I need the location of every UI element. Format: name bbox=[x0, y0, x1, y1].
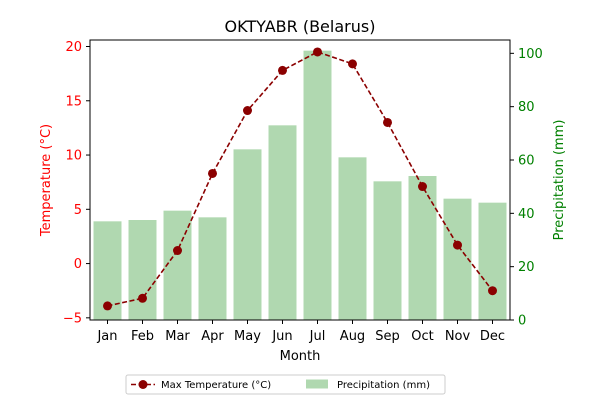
temperature-point bbox=[278, 65, 287, 75]
y-axis-left-label: Temperature (°C) bbox=[39, 124, 54, 237]
temperature-point bbox=[488, 286, 497, 296]
legend-frame bbox=[125, 374, 446, 395]
plot-area bbox=[89, 39, 511, 321]
precipitation-bar bbox=[443, 198, 472, 320]
x-axis: Jan Feb Mar Apr May Jun Jul Aug Sep Oct Nov Dec bbox=[96, 320, 505, 344]
precipitation-bar bbox=[128, 220, 157, 320]
y-left-tick-label: 10 bbox=[65, 149, 82, 164]
precipitation-bar bbox=[233, 149, 262, 320]
temperature-point bbox=[243, 106, 252, 116]
y-right-tick-label: 80 bbox=[518, 100, 535, 115]
precipitation-bar bbox=[303, 50, 332, 321]
temperature-point bbox=[313, 47, 322, 57]
x-tick-label: Mar bbox=[165, 329, 190, 344]
precipitation-bar bbox=[268, 125, 297, 320]
precipitation-bar bbox=[478, 202, 507, 320]
legend-label-temperature: Max Temperature (°C) bbox=[161, 380, 271, 391]
x-tick-label: Jan bbox=[96, 329, 117, 344]
legend-line-marker bbox=[138, 380, 148, 389]
x-tick-label: Nov bbox=[445, 329, 471, 344]
y-axis-right: 0 20 40 60 80 100 bbox=[510, 47, 543, 329]
precipitation-bar bbox=[198, 217, 227, 320]
y-right-tick-label: 20 bbox=[518, 260, 535, 275]
legend-label-precipitation: Precipitation (mm) bbox=[337, 380, 430, 391]
legend-bar-swatch bbox=[306, 379, 328, 389]
precipitation-bar bbox=[408, 176, 437, 320]
legend: Max Temperature (°C) Precipitation (mm) bbox=[125, 374, 446, 395]
plot-frame bbox=[89, 39, 511, 321]
x-axis-label: Month bbox=[280, 349, 321, 364]
temperature-line-layer bbox=[103, 47, 497, 311]
x-tick-label: Oct bbox=[411, 329, 433, 344]
y-right-tick-label: 40 bbox=[518, 207, 535, 222]
y-left-tick-label: 15 bbox=[65, 94, 82, 109]
y-left-tick-label: 0 bbox=[74, 257, 82, 272]
bars-layer bbox=[93, 50, 507, 321]
temperature-point bbox=[138, 293, 147, 303]
temperature-line bbox=[107, 51, 494, 307]
precipitation-bar bbox=[373, 181, 402, 320]
y-left-tick-label: 20 bbox=[65, 40, 82, 55]
precipitation-bar bbox=[338, 157, 367, 320]
x-tick-label: Apr bbox=[201, 329, 224, 344]
x-tick-label: Dec bbox=[480, 329, 505, 344]
temperature-point bbox=[208, 168, 217, 178]
x-tick-label: May bbox=[234, 329, 261, 344]
temperature-point bbox=[418, 182, 427, 192]
y-axis-left: −5 0 5 10 15 20 bbox=[63, 40, 90, 326]
y-right-tick-label: 0 bbox=[518, 314, 526, 329]
x-tick-label: Jul bbox=[309, 329, 326, 344]
temperature-point bbox=[103, 301, 112, 311]
y-left-tick-label: 5 bbox=[74, 203, 82, 218]
temperature-point bbox=[383, 117, 392, 127]
x-tick-label: Sep bbox=[375, 329, 400, 344]
x-tick-label: Feb bbox=[131, 329, 154, 344]
chart-title: OKTYABR (Belarus) bbox=[225, 17, 376, 36]
y-axis-right-label: Precipitation (mm) bbox=[552, 120, 567, 241]
y-right-tick-label: 60 bbox=[518, 154, 535, 169]
precipitation-bar bbox=[163, 210, 192, 320]
x-tick-label: Jun bbox=[271, 329, 292, 344]
temperature-point bbox=[348, 59, 357, 69]
temperature-point bbox=[173, 246, 182, 256]
x-tick-label: Aug bbox=[340, 329, 365, 344]
y-right-tick-label: 100 bbox=[518, 47, 543, 62]
y-left-tick-label: −5 bbox=[63, 311, 82, 326]
temperature-point bbox=[453, 240, 462, 250]
